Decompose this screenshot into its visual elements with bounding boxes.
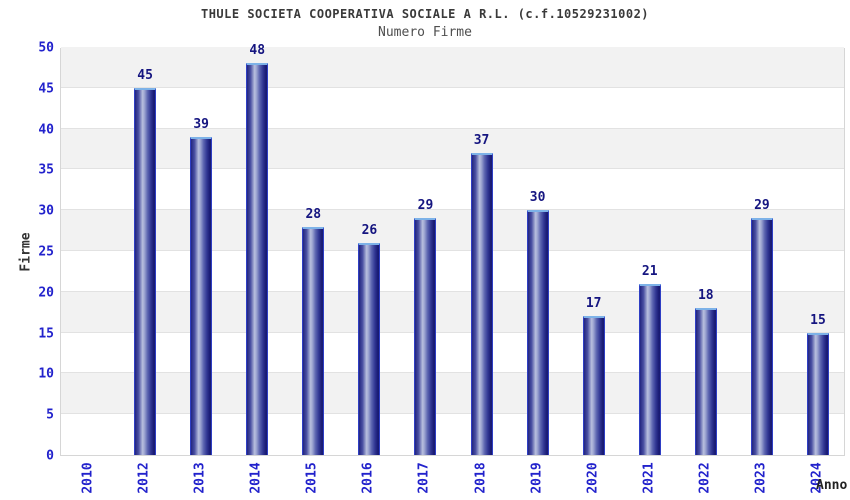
bar-2016 (358, 242, 381, 455)
x-tick-label-2012: 2012 (136, 462, 152, 494)
gridline (61, 372, 844, 374)
bar-value-label: 21 (641, 263, 658, 279)
y-tick-label: 20 (38, 285, 54, 301)
x-tick-label-2013: 2013 (192, 462, 208, 494)
bar-2012 (134, 87, 157, 455)
bar-2024 (806, 332, 829, 455)
bar-2020 (582, 316, 605, 455)
bar-value-label: 39 (193, 116, 209, 132)
gridline (61, 209, 844, 211)
bar-value-label: 30 (529, 190, 546, 206)
y-tick-label: 10 (38, 366, 54, 382)
gridline (61, 331, 844, 333)
gridline (61, 86, 844, 88)
bar-value-label: 17 (585, 296, 602, 312)
bar-value-label: 45 (137, 67, 153, 83)
x-tick-label-2021: 2021 (641, 462, 657, 494)
background-band (61, 210, 844, 251)
y-tick-label: 25 (38, 244, 54, 260)
background-band (61, 251, 844, 292)
bar-2015 (302, 226, 325, 455)
x-tick-label-2010: 2010 (80, 462, 96, 494)
background-band (61, 87, 844, 129)
bar-2017 (414, 218, 437, 455)
bar-value-label: 48 (249, 43, 266, 59)
background-band (61, 169, 844, 211)
y-tick-label: 5 (46, 407, 54, 423)
chart-title: THULE SOCIETA COOPERATIVA SOCIALE A R.L.… (200, 7, 650, 21)
y-tick-label: 45 (38, 81, 54, 97)
background-band (61, 291, 844, 333)
plot-area: 45 39 48 28 26 29 37 30 17 21 18 29 15 (60, 43, 845, 456)
bar-2021 (638, 283, 661, 455)
x-tick-label-2015: 2015 (304, 462, 320, 494)
bar-value-label: 15 (810, 312, 826, 328)
y-tick-label: 0 (46, 448, 54, 464)
bar-value-label: 29 (754, 198, 770, 214)
x-tick-label-2018: 2018 (473, 462, 489, 494)
x-tick-label-2020: 2020 (585, 462, 601, 494)
x-tick-label-2014: 2014 (248, 462, 264, 494)
background-band (61, 373, 844, 415)
y-tick-label: 30 (38, 203, 54, 219)
bar-2023 (750, 218, 773, 455)
x-axis-title: Anno (816, 478, 848, 493)
bar-value-label: 37 (473, 133, 490, 149)
gridline (61, 127, 844, 129)
y-tick-label: 50 (38, 40, 54, 56)
bar-value-label: 26 (361, 222, 378, 238)
x-tick-label-2016: 2016 (360, 462, 376, 494)
y-tick-label: 40 (38, 122, 54, 138)
bar-value-label: 29 (417, 198, 434, 214)
bar-2019 (526, 210, 549, 455)
gridline (61, 250, 844, 251)
bar-2013 (190, 136, 213, 455)
background-band (61, 47, 844, 88)
y-tick-label: 35 (38, 162, 54, 178)
y-tick-label: 15 (38, 326, 54, 342)
bar-value-label: 28 (305, 206, 322, 222)
bar-2022 (694, 308, 717, 455)
gridline (61, 168, 844, 170)
gridline (61, 413, 844, 415)
x-tick-label-2022: 2022 (697, 462, 713, 494)
x-tick-label-2019: 2019 (529, 462, 545, 494)
bar-2018 (470, 153, 493, 455)
bar-2014 (246, 63, 269, 455)
bar-value-label: 18 (697, 288, 714, 304)
gridline (61, 290, 844, 292)
background-band (61, 332, 844, 374)
background-band (61, 128, 844, 170)
x-tick-label-2017: 2017 (416, 462, 432, 494)
chart-subtitle: Numero Firme (378, 25, 472, 40)
background-band (61, 414, 844, 455)
x-tick-label-2023: 2023 (753, 462, 769, 494)
